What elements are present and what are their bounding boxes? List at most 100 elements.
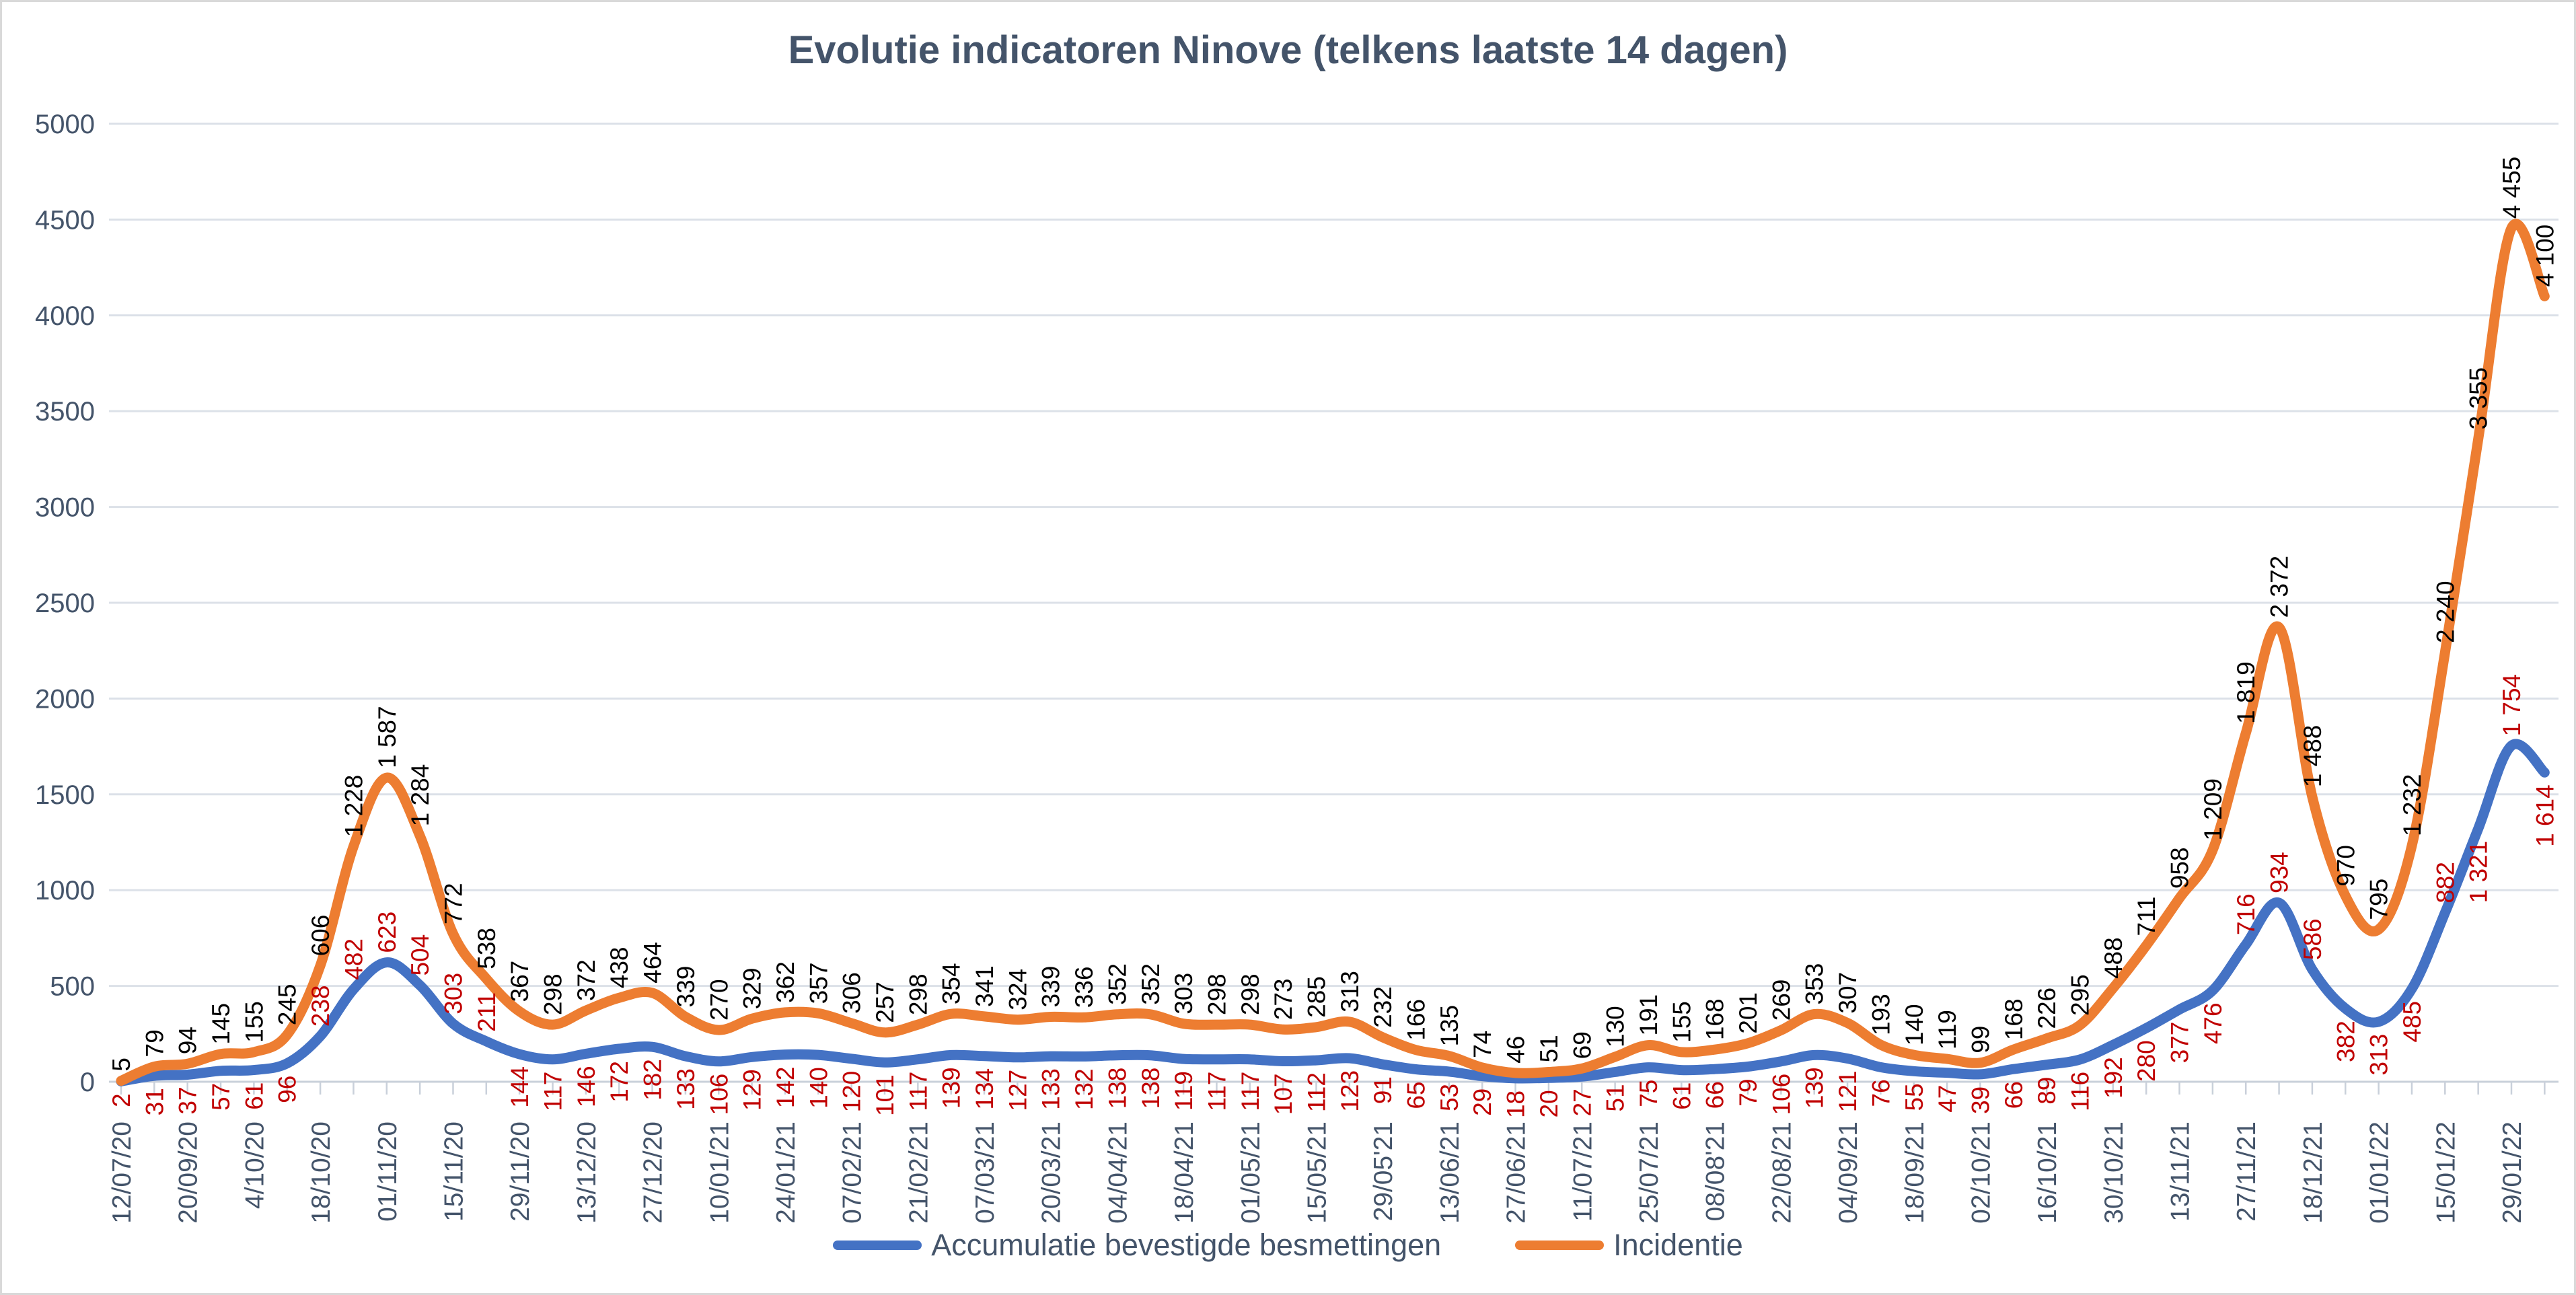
data-label-accumulatie: 96 xyxy=(274,1076,301,1103)
x-axis-label: 18/04/21 xyxy=(1170,1121,1199,1224)
data-label-accumulatie: 119 xyxy=(1170,1071,1198,1111)
x-axis-label: 16/10/21 xyxy=(2033,1121,2062,1224)
data-label-accumulatie: 117 xyxy=(540,1072,567,1111)
data-label-incidentie: 606 xyxy=(307,915,334,957)
data-label-incidentie: 79 xyxy=(141,1029,168,1057)
y-axis-label: 4500 xyxy=(35,205,95,235)
data-label-incidentie: 307 xyxy=(1834,972,1862,1014)
x-axis-label: 13/06/21 xyxy=(1436,1121,1465,1224)
chart-title: Evolutie indicatoren Ninove (telkens laa… xyxy=(788,28,1788,72)
data-label-incidentie: 4 455 xyxy=(2498,157,2526,219)
data-label-incidentie: 339 xyxy=(1037,966,1065,1008)
data-label-accumulatie: 586 xyxy=(2299,918,2326,960)
x-axis-label: 02/10/21 xyxy=(1966,1121,1995,1224)
data-label-incidentie: 232 xyxy=(1369,986,1397,1028)
data-label-incidentie: 341 xyxy=(971,965,998,1007)
data-label-incidentie: 51 xyxy=(1535,1035,1563,1062)
x-axis-label: 30/10/21 xyxy=(2100,1121,2129,1224)
data-label-accumulatie: 116 xyxy=(2066,1072,2094,1111)
y-axis-label: 1500 xyxy=(35,780,95,810)
x-axis-label: 08/08'21 xyxy=(1701,1121,1730,1221)
data-label-incidentie: 245 xyxy=(274,984,301,1025)
x-axis-label: 10/01/21 xyxy=(705,1121,734,1224)
data-label-incidentie: 298 xyxy=(904,973,932,1015)
data-label-incidentie: 329 xyxy=(739,968,766,1010)
data-label-accumulatie: 2 xyxy=(108,1093,135,1107)
data-label-accumulatie: 134 xyxy=(971,1068,998,1110)
data-label-incidentie: 357 xyxy=(805,963,832,1004)
series-line-incidentie xyxy=(116,219,2550,1086)
data-label-accumulatie: 57 xyxy=(207,1083,235,1111)
data-label-accumulatie: 716 xyxy=(2232,893,2260,935)
data-label-incidentie: 257 xyxy=(871,982,899,1023)
data-label-accumulatie: 39 xyxy=(1966,1086,1994,1114)
data-label-accumulatie: 313 xyxy=(2365,1034,2393,1076)
data-label-incidentie: 130 xyxy=(1602,1006,1629,1047)
y-axis-label: 3500 xyxy=(35,397,95,427)
data-label-accumulatie: 123 xyxy=(1336,1070,1364,1112)
data-label-accumulatie: 138 xyxy=(1137,1068,1165,1109)
data-label-accumulatie: 61 xyxy=(1668,1082,1695,1110)
data-label-incidentie: 298 xyxy=(1237,973,1264,1015)
data-label-accumulatie: 476 xyxy=(2199,1002,2227,1044)
data-label-incidentie: 193 xyxy=(1867,994,1894,1035)
data-label-accumulatie: 142 xyxy=(772,1067,799,1109)
x-axis-label: 18/09/21 xyxy=(1901,1121,1929,1224)
data-label-accumulatie: 117 xyxy=(1203,1072,1230,1111)
data-label-incidentie: 1 209 xyxy=(2199,778,2227,841)
x-axis-label: 11/07/21 xyxy=(1568,1121,1597,1222)
data-label-accumulatie: 112 xyxy=(1303,1072,1331,1112)
data-label-accumulatie: 120 xyxy=(838,1071,866,1113)
y-axis-label: 4000 xyxy=(35,301,95,331)
data-label-accumulatie: 192 xyxy=(2100,1057,2127,1099)
data-label-incidentie: 313 xyxy=(1336,971,1364,1012)
data-label-incidentie: 970 xyxy=(2332,845,2359,887)
data-label-accumulatie: 106 xyxy=(1767,1074,1795,1115)
data-label-incidentie: 538 xyxy=(473,928,501,969)
x-axis-label: 18/12/21 xyxy=(2299,1121,2328,1224)
data-label-accumulatie: 53 xyxy=(1436,1084,1463,1111)
data-label-incidentie: 168 xyxy=(1701,998,1729,1040)
data-label-accumulatie: 61 xyxy=(240,1082,268,1110)
x-axis-label: 27/11/21 xyxy=(2232,1121,2261,1222)
data-label-accumulatie: 75 xyxy=(1635,1080,1662,1107)
data-label-incidentie: 270 xyxy=(705,979,733,1021)
legend-item-incidentie[interactable]: Incidentie xyxy=(1515,1228,1743,1263)
data-label-accumulatie: 129 xyxy=(739,1069,766,1111)
data-label-incidentie: 155 xyxy=(240,1001,268,1043)
data-label-incidentie: 285 xyxy=(1303,976,1331,1018)
data-label-accumulatie: 482 xyxy=(340,938,367,980)
data-label-incidentie: 135 xyxy=(1436,1005,1463,1047)
data-label-incidentie: 1 587 xyxy=(373,706,401,768)
data-label-incidentie: 46 xyxy=(1502,1036,1530,1064)
data-label-incidentie: 94 xyxy=(174,1027,202,1054)
data-label-accumulatie: 91 xyxy=(1369,1076,1397,1104)
x-axis-label: 13/12/20 xyxy=(573,1121,601,1224)
data-label-incidentie: 352 xyxy=(1103,963,1131,1005)
data-label-accumulatie: 101 xyxy=(871,1074,899,1116)
x-axis-label: 27/06/21 xyxy=(1502,1121,1531,1224)
x-axis-label: 22/08/21 xyxy=(1767,1121,1796,1224)
data-label-accumulatie: 882 xyxy=(2431,862,2459,903)
x-axis-label: 29/01/22 xyxy=(2498,1121,2527,1224)
legend-item-accumulatie[interactable]: Accumulatie bevestigde besmettingen xyxy=(833,1228,1441,1263)
data-label-accumulatie: 133 xyxy=(672,1068,700,1110)
data-label-accumulatie: 934 xyxy=(2266,852,2293,893)
data-label-incidentie: 1 284 xyxy=(406,764,434,827)
chart-legend: Accumulatie bevestigde besmettingen Inci… xyxy=(2,1228,2574,1263)
x-axis-label: 01/11/20 xyxy=(373,1121,402,1222)
data-label-incidentie: 269 xyxy=(1767,979,1795,1021)
data-label-incidentie: 464 xyxy=(639,942,667,984)
data-label-accumulatie: 66 xyxy=(1701,1081,1729,1109)
data-label-incidentie: 166 xyxy=(1403,999,1430,1041)
data-label-accumulatie: 18 xyxy=(1502,1090,1530,1118)
data-label-accumulatie: 51 xyxy=(1602,1084,1629,1111)
x-axis-label: 01/05/21 xyxy=(1237,1121,1265,1224)
legend-label-incidentie: Incidentie xyxy=(1613,1228,1743,1262)
x-axis-label: 24/01/21 xyxy=(772,1121,801,1224)
data-label-accumulatie: 139 xyxy=(1801,1067,1829,1109)
data-label-incidentie: 339 xyxy=(672,966,700,1008)
data-label-incidentie: 1 488 xyxy=(2299,725,2326,788)
data-label-incidentie: 958 xyxy=(2166,847,2194,889)
x-axis-label: 01/01/22 xyxy=(2365,1121,2394,1224)
